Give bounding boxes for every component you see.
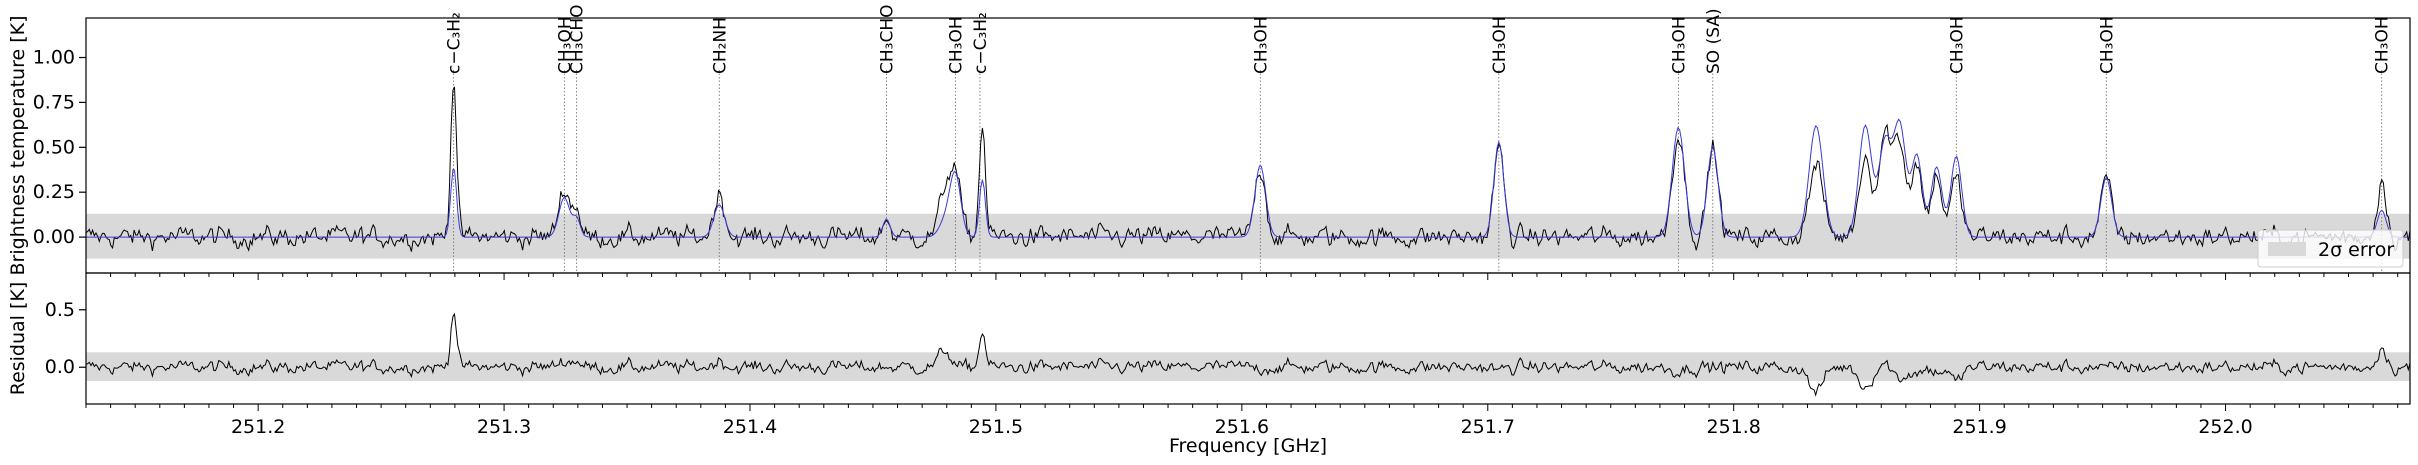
- residual-ytick-label-1: 0.5: [45, 299, 75, 321]
- line-marker-label-9: CH₃OH: [1669, 16, 1689, 74]
- residual-axes-frame: [85, 272, 2411, 405]
- top-ytick-label-3: 0.75: [33, 91, 75, 113]
- line-marker-label-1: CH₃OH: [555, 16, 575, 74]
- x-tick-label-8: 252.0: [2198, 416, 2252, 438]
- line-marker-label-2: CH₃CHO: [568, 4, 588, 74]
- top-y-axis-label: Brightness temperature [K]: [7, 16, 29, 276]
- line-marker-label-10: SO (SA): [1704, 8, 1724, 74]
- x-tick-label-1: 251.3: [477, 416, 531, 438]
- top-ytick-label-1: 0.25: [33, 181, 75, 203]
- top-error-band-fill: [86, 213, 2410, 259]
- top-y-ticks: 0.00 0.25 0.50 0.75 1.00: [33, 47, 86, 248]
- x-tick-label-3: 251.5: [969, 416, 1023, 438]
- top-x-ticks: [85, 273, 2399, 280]
- x-tick-label-5: 251.7: [1461, 416, 1515, 438]
- observed-spectrum-line: [85, 86, 2411, 252]
- legend-swatch-error-band: [2268, 242, 2306, 256]
- model-spectrum-line: [86, 118, 2410, 238]
- line-marker-label-6: c−C₃H₂: [971, 12, 991, 74]
- x-axis-label: Frequency [GHz]: [1169, 435, 1327, 457]
- legend: 2σ error: [2257, 229, 2404, 268]
- line-marker-label-11: CH₃OH: [1947, 16, 1967, 74]
- residual-ytick-label-0: 0.0: [45, 356, 75, 378]
- x-tick-label-2: 251.4: [723, 416, 777, 438]
- residual-panel: 0.00.5 251.2 251.3 251.4 251.5 251.6 251.7 251…: [7, 272, 2411, 457]
- residual-x-ticks: 251.2 251.3 251.4 251.5 251.6 251.7 251.8 251.9…: [85, 404, 2399, 438]
- line-marker-label-4: CH₃CHO: [877, 4, 897, 74]
- residual-line: [85, 312, 2411, 397]
- top-error-band: [86, 213, 2410, 259]
- top-ytick-label-0: 0.00: [33, 226, 75, 248]
- top-ytick-label-4: 1.00: [33, 47, 75, 69]
- line-marker-label-3: CH₂NH: [710, 17, 730, 74]
- x-tick-label-6: 251.8: [1707, 416, 1761, 438]
- line-marker-label-7: CH₃OH: [1251, 16, 1271, 74]
- residual-y-axis-label: Residual [K]: [7, 282, 29, 396]
- legend-box: [2257, 229, 2404, 268]
- top-ytick-label-2: 0.50: [33, 136, 75, 158]
- residual-error-band-fill: [86, 352, 2410, 382]
- line-marker-label-5: CH₃OH: [946, 16, 966, 74]
- x-tick-label-7: 251.9: [1952, 416, 2006, 438]
- line-marker-label-13: CH₃OH: [2373, 16, 2393, 74]
- residual-y-ticks: 0.0 0.5: [45, 299, 86, 378]
- line-marker-label-8: CH₃OH: [1490, 16, 1510, 74]
- legend-label-error: 2σ error: [2318, 239, 2394, 261]
- line-marker-label-12: CH₃OH: [2097, 16, 2117, 74]
- residual-error-band: [86, 352, 2410, 382]
- x-tick-label-4: 251.6: [1215, 416, 1269, 438]
- line-marker-label-0: c−C₃H₂: [445, 12, 465, 74]
- x-tick-label-0: 251.2: [231, 416, 285, 438]
